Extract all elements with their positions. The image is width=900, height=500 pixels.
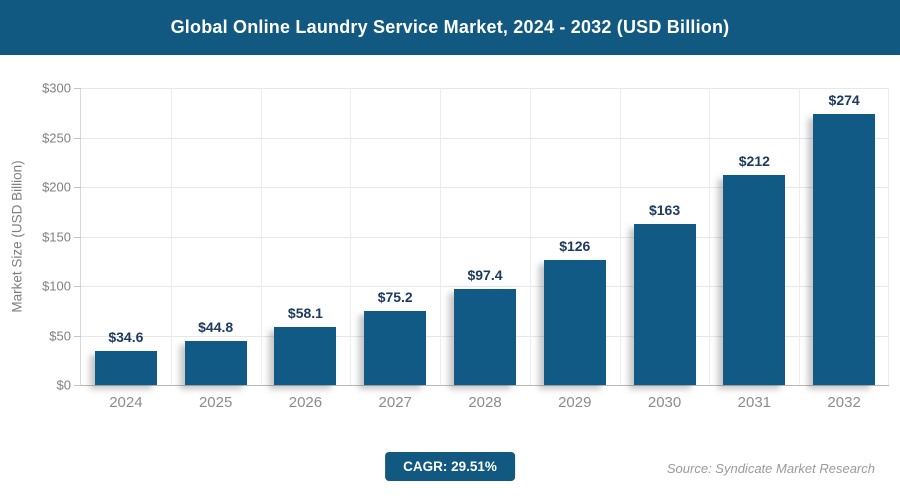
h-gridline <box>81 88 889 89</box>
bar-2026 <box>274 327 337 385</box>
bar-2028 <box>454 288 516 385</box>
y-tick-mark <box>74 137 81 139</box>
y-tick-mark <box>74 335 81 337</box>
chart-title-bar: Global Online Laundry Service Market, 20… <box>0 0 900 55</box>
x-axis-label: 2026 <box>288 394 323 411</box>
x-axis-label: 2032 <box>827 394 861 411</box>
bar-2024 <box>94 350 157 385</box>
cagr-badge: CAGR: 29.51% <box>385 452 515 481</box>
y-tick-mark <box>74 385 81 386</box>
v-gridline <box>888 88 889 385</box>
source-note: Source: Syndicate Market Research <box>666 461 875 476</box>
v-gridline <box>350 88 352 385</box>
bar-value-label: $58.1 <box>287 305 323 322</box>
y-tick-label: $200 <box>42 179 71 195</box>
x-axis-label: 2027 <box>378 394 412 411</box>
x-axis-label: 2024 <box>109 394 143 411</box>
bar-value-label: $44.8 <box>198 318 234 335</box>
chart-title: Global Online Laundry Service Market, 20… <box>170 17 730 37</box>
x-axis-label: 2028 <box>468 394 502 411</box>
h-gridline <box>81 137 889 139</box>
x-axis-label: 2031 <box>737 394 772 411</box>
v-gridline <box>619 88 621 385</box>
h-gridline <box>81 286 889 287</box>
bar-2025 <box>184 340 247 385</box>
bar-value-label: $34.6 <box>108 328 144 345</box>
y-tick-mark <box>74 286 81 287</box>
x-axis-label: 2025 <box>198 394 233 411</box>
y-tick-label: $250 <box>42 130 71 145</box>
y-tick-mark <box>74 187 81 188</box>
bar-2032 <box>813 113 876 385</box>
y-tick-mark <box>74 236 81 238</box>
bar-2029 <box>543 260 606 385</box>
bar-value-label: $274 <box>828 91 860 108</box>
h-gridline <box>81 187 889 188</box>
bar-value-label: $163 <box>648 201 681 218</box>
plot-area: $0 $50 $100 $150 $200 $250 $300 $34.6 2024 $44.8 2… <box>42 81 889 411</box>
y-tick-label: $100 <box>42 278 71 294</box>
y-tick-label: $300 <box>42 80 71 96</box>
bar-value-label: $212 <box>738 153 770 170</box>
v-gridline <box>529 88 531 385</box>
v-gridline <box>799 88 801 385</box>
y-tick-label: $50 <box>49 328 71 343</box>
bar-value-label: $75.2 <box>377 288 413 305</box>
v-gridline <box>440 88 442 385</box>
bar-2030 <box>633 223 696 385</box>
v-gridline <box>709 88 711 385</box>
x-axis-label: 2030 <box>647 394 682 411</box>
bar-2027 <box>364 310 427 385</box>
v-gridline <box>260 88 262 385</box>
y-tick-label: $0 <box>56 377 71 393</box>
bar-value-label: $126 <box>559 238 591 255</box>
y-tick-mark <box>74 88 81 89</box>
bar-2031 <box>723 175 786 385</box>
x-axis-label: 2029 <box>558 394 592 411</box>
y-tick-label: $150 <box>42 229 71 244</box>
bar-value-label: $97.4 <box>467 266 503 283</box>
h-gridline <box>81 236 889 238</box>
v-gridline <box>170 88 172 385</box>
